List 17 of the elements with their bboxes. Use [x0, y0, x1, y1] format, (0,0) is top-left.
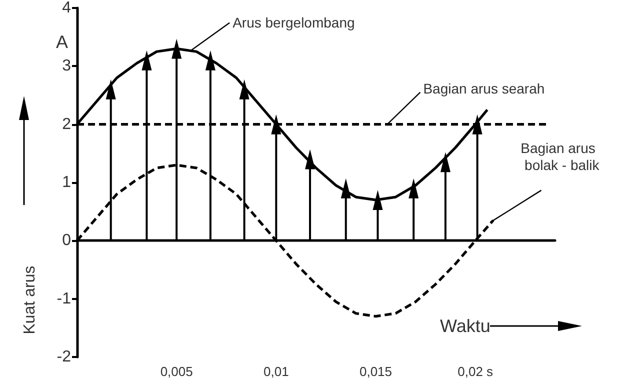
y-tick-label: 3 — [62, 58, 72, 75]
x-tick-label: 0,005 — [160, 364, 193, 378]
x-tick-label: 0,01 — [264, 364, 289, 378]
text: Bagian arus bolak - balik — [520, 140, 600, 173]
y-tick-label: -2 — [56, 348, 72, 366]
y-tick-label: 4 — [62, 0, 72, 16]
text: A — [56, 32, 68, 52]
x-axis-title: Waktu — [440, 316, 490, 336]
series-label: Bagian arus searah — [423, 80, 545, 96]
y-axis-title: Kuat arus — [22, 266, 38, 334]
y-tick-label: 0 — [62, 232, 72, 250]
text: Arus bergelombang — [232, 14, 355, 31]
y-tick-label: 1 — [62, 174, 72, 191]
x-tick-label: 0,02 s — [458, 364, 494, 378]
y-tick-label: 2 — [62, 116, 72, 133]
y-tick-label: -1 — [56, 290, 72, 308]
x-tick-label: 0,015 — [359, 364, 392, 378]
